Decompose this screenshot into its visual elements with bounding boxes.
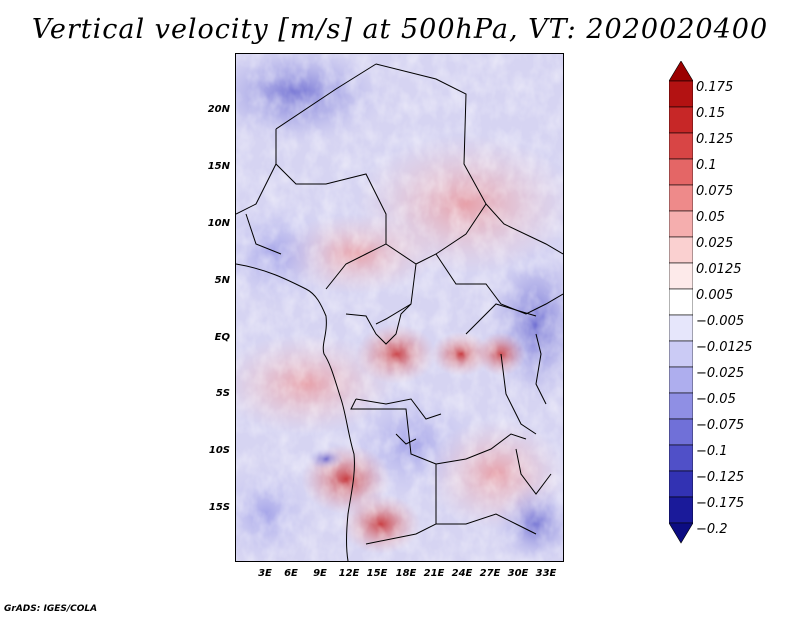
lat-label-5n: 5N <box>214 275 230 286</box>
colorbar-segment <box>669 210 693 238</box>
colorbar-label: 0.005 <box>696 288 734 303</box>
lon-label-3e: 3E <box>258 568 272 579</box>
lat-label-20n: 20N <box>207 104 230 115</box>
colorbar-label: −0.0125 <box>696 340 753 355</box>
lon-label-6e: 6E <box>284 568 298 579</box>
colorbar-label: 0.125 <box>696 132 734 147</box>
lon-label-27e: 27E <box>479 568 501 579</box>
lon-label-33e: 33E <box>535 568 557 579</box>
colorbar-segment <box>669 496 693 524</box>
colorbar-segment <box>669 314 693 342</box>
colorbar-label: −0.175 <box>696 496 745 511</box>
lat-label-5s: 5S <box>215 388 230 399</box>
lon-label-9e: 9E <box>313 568 327 579</box>
lon-label-30e: 30E <box>507 568 529 579</box>
colorbar-label: 0.025 <box>696 236 734 251</box>
colorbar-top-triangle <box>669 61 693 82</box>
lon-label-21e: 21E <box>423 568 445 579</box>
borders <box>236 63 563 561</box>
lon-label-12e: 12E <box>338 568 360 579</box>
colorbar-label: −0.125 <box>696 470 745 485</box>
colorbar-segment <box>669 236 693 264</box>
colorbar-segment <box>669 444 693 472</box>
colorbar-label: −0.05 <box>696 392 736 407</box>
colorbar-label: 0.15 <box>696 106 725 121</box>
colorbar-label: −0.075 <box>696 418 745 433</box>
plot-title: Vertical velocity [m/s] at 500hPa, VT: 2… <box>31 14 769 45</box>
map-panel <box>235 53 564 562</box>
colorbar-label: −0.2 <box>696 522 728 537</box>
colorbar-label: 0.075 <box>696 184 734 199</box>
colorbar-segment <box>669 132 693 160</box>
colorbar <box>669 61 693 544</box>
colorbar-label: 0.1 <box>696 158 717 173</box>
lat-label-15s: 15S <box>208 502 230 513</box>
colorbar-segment <box>669 184 693 212</box>
colorbar-label: −0.025 <box>696 366 745 381</box>
lat-label-15n: 15N <box>207 161 230 172</box>
colorbar-label: −0.1 <box>696 444 728 459</box>
lat-label-eq: EQ <box>214 332 230 343</box>
colorbar-segment <box>669 262 693 290</box>
vertical-velocity-field <box>236 54 563 561</box>
colorbar-segment <box>669 340 693 368</box>
colorbar-segment <box>669 158 693 186</box>
colorbar-bottom-triangle <box>669 522 693 544</box>
colorbar-segment <box>669 418 693 446</box>
colorbar-label: −0.005 <box>696 314 745 329</box>
lat-label-10s: 10S <box>208 445 230 456</box>
colorbar-segment <box>669 106 693 134</box>
footer-credit: GrADS: IGES/COLA <box>4 604 98 614</box>
lon-label-15e: 15E <box>366 568 388 579</box>
colorbar-label: 0.175 <box>696 80 734 95</box>
colorbar-segment <box>669 288 693 316</box>
colorbar-segment <box>669 366 693 394</box>
lon-label-24e: 24E <box>451 568 473 579</box>
colorbar-label: 0.0125 <box>696 262 742 277</box>
colorbar-segment <box>669 470 693 498</box>
lat-label-10n: 10N <box>207 218 230 229</box>
colorbar-segment <box>669 392 693 420</box>
colorbar-label: 0.05 <box>696 210 725 225</box>
colorbar-segment <box>669 80 693 108</box>
lon-label-18e: 18E <box>395 568 417 579</box>
